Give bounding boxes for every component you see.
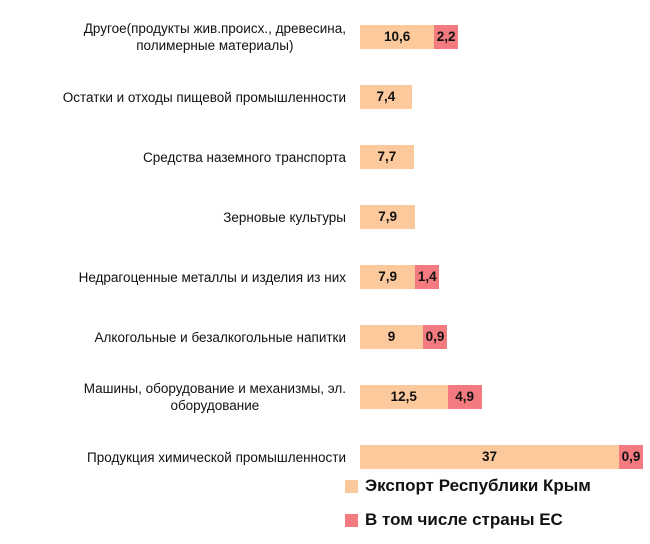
data-label-eu: 0,9 xyxy=(621,449,641,464)
category-label: Продукция химической промышленности xyxy=(87,449,346,466)
category-label-line: полимерные материалы) xyxy=(136,38,294,53)
bar-export xyxy=(360,85,412,109)
data-label-export: 12,5 xyxy=(390,389,417,404)
category-label-line: Машины, оборудование и механизмы, эл. xyxy=(83,381,346,396)
category-label-line: Зерновые культуры xyxy=(223,209,346,225)
legend-swatch xyxy=(345,514,358,527)
category-label: Остатки и отходы пищевой промышленности xyxy=(63,89,346,106)
category-label-line: Остатки и отходы пищевой промышленности xyxy=(62,89,346,105)
category-label-line: Средства наземного транспорта xyxy=(142,149,346,165)
data-label-export: 10,6 xyxy=(383,29,411,44)
bar-eu xyxy=(619,445,643,469)
bar-eu xyxy=(447,385,482,409)
bar-export xyxy=(360,145,414,169)
data-label-eu: 2,2 xyxy=(436,29,456,44)
category-label: Другое(продукты жив.происх., древесина, п… xyxy=(84,20,346,54)
category-label: Средства наземного транспорта xyxy=(143,149,346,166)
bar-eu xyxy=(423,325,447,349)
category-label: Машины, оборудование и механизмы, эл. обо… xyxy=(84,380,346,414)
legend-label: В том числе страны ЕС xyxy=(365,510,563,529)
data-label-export: 9 xyxy=(387,329,396,344)
data-label-export: 7,7 xyxy=(377,149,397,164)
bar-export xyxy=(360,25,435,49)
legend-label: Экспорт Республики Крым xyxy=(365,476,591,495)
data-label-export: 37 xyxy=(481,449,498,464)
category-label-line: Недрагоценные металлы и изделия из них xyxy=(78,269,346,285)
bar-export xyxy=(360,265,416,289)
legend-swatch xyxy=(345,480,358,493)
category-label: Алкогольные и безалкогольные напитки xyxy=(95,329,346,346)
data-label-eu: 4,9 xyxy=(455,389,475,404)
data-label-export: 7,9 xyxy=(378,269,398,284)
category-label-line: Алкогольные и безалкогольные напитки xyxy=(94,329,346,345)
data-label-export: 7,9 xyxy=(378,209,398,224)
bar-export xyxy=(360,445,619,469)
category-label: Зерновые культуры xyxy=(223,209,346,226)
bar-export xyxy=(360,385,448,409)
data-label-export: 7,4 xyxy=(376,89,396,104)
category-label-line: оборудование xyxy=(170,398,260,413)
bar-eu xyxy=(415,265,440,289)
bar-export xyxy=(360,205,416,229)
data-label-eu: 1,4 xyxy=(417,269,437,284)
category-label: Недрагоценные металлы и изделия из них xyxy=(79,269,346,286)
bar-eu xyxy=(434,25,459,49)
data-label-eu: 0,9 xyxy=(425,329,445,344)
category-label-line: Другое(продукты жив.происх., древесина, xyxy=(83,21,346,36)
bar-export xyxy=(360,325,423,349)
category-label-line: Продукция химической промышленности xyxy=(87,449,346,465)
